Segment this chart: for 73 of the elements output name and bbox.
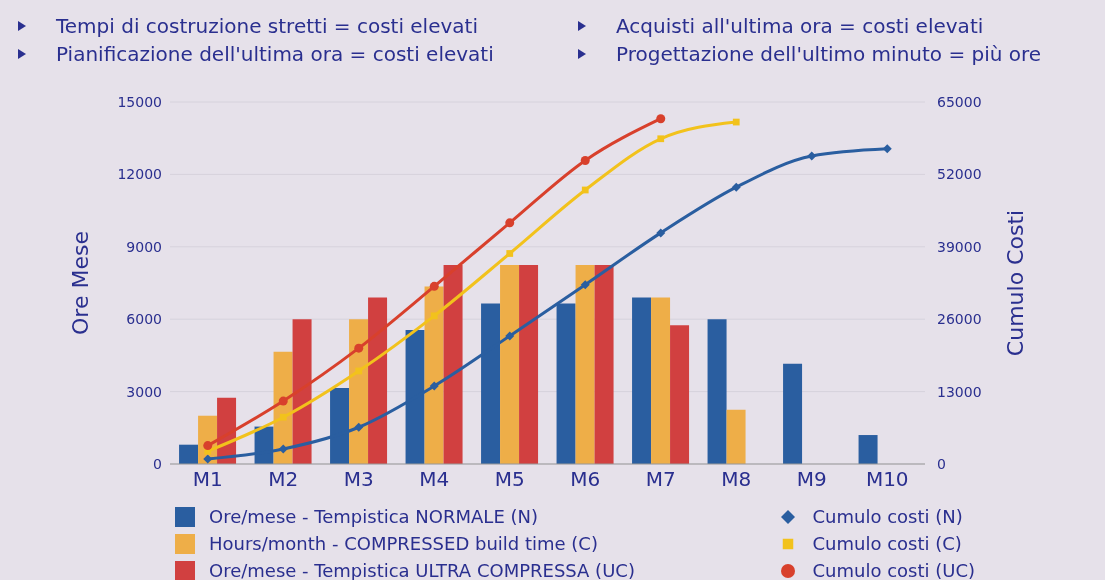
y-tick-label: 0 <box>153 455 162 472</box>
x-tick-label: M3 <box>343 467 374 492</box>
y-tick-label: 9000 <box>126 238 162 255</box>
y-tick-label: 12000 <box>117 166 162 183</box>
point <box>278 396 288 406</box>
bar <box>424 286 444 464</box>
x-tick-label: M10 <box>865 467 909 492</box>
bar <box>858 435 878 464</box>
point <box>354 343 364 353</box>
point <box>355 367 363 375</box>
x-tick-label: M2 <box>268 467 299 492</box>
y2-axis-title: Cumulo Costi <box>1002 209 1028 357</box>
y-tick-label: 15000 <box>117 93 162 110</box>
legend-label: Ore/mese - Tempistica ULTRA COMPRESSA (UC) <box>209 560 635 580</box>
bar <box>670 325 690 464</box>
y-axis-title: Ore Mese <box>67 231 93 335</box>
point <box>506 250 514 257</box>
point <box>354 422 364 432</box>
point <box>580 155 590 165</box>
point <box>656 114 666 124</box>
bar <box>632 297 652 464</box>
bar <box>575 264 595 464</box>
bar <box>500 264 520 464</box>
point <box>581 186 589 194</box>
legend-label: Ore/mese - Tempistica NORMALE (N) <box>209 506 538 527</box>
legend-label: Cumulo costi (N) <box>812 506 963 527</box>
point <box>429 281 439 291</box>
point <box>656 228 666 238</box>
x-tick-label: M1 <box>192 467 223 492</box>
y2-tick-label: 65000 <box>937 93 982 110</box>
point <box>731 182 741 192</box>
bar <box>707 319 727 464</box>
y2-tick-label: 26000 <box>937 311 982 328</box>
point <box>430 312 438 320</box>
bar <box>726 409 746 464</box>
bar <box>519 264 539 464</box>
point <box>882 144 892 154</box>
point <box>505 218 515 228</box>
text: Acquisti all'ultima ora = costi elevati <box>616 14 984 38</box>
text: Pianificazione dell'ultima ora = costi elevati <box>56 42 494 66</box>
bar <box>292 319 312 464</box>
point <box>278 444 288 454</box>
y-tick-label: 3000 <box>126 383 162 400</box>
text: Tempi di costruzione stretti = costi elevati <box>56 14 478 38</box>
y2-tick-label: 13000 <box>937 383 982 400</box>
bar <box>594 264 614 464</box>
x-tick-label: M7 <box>645 467 676 492</box>
y-tick-label: 6000 <box>126 311 162 328</box>
point <box>657 135 665 143</box>
x-tick-label: M5 <box>494 467 525 492</box>
y2-tick-label: 39000 <box>937 238 982 255</box>
bar <box>443 264 463 464</box>
x-tick-label: M9 <box>796 467 827 492</box>
legend-label: Cumulo costi (C) <box>812 533 962 554</box>
point <box>807 151 817 161</box>
y2-tick-label: 52000 <box>937 166 982 183</box>
bar <box>651 297 671 464</box>
point <box>732 118 740 126</box>
bar <box>368 297 388 464</box>
legend-label: Hours/month - COMPRESSED build time (C) <box>209 533 598 554</box>
point <box>203 441 213 451</box>
bar <box>783 363 803 464</box>
point <box>580 280 590 290</box>
x-tick-label: M6 <box>570 467 601 492</box>
point <box>505 331 515 341</box>
x-tick-label: M8 <box>721 467 752 492</box>
point <box>429 381 439 391</box>
bar <box>179 444 199 464</box>
y2-tick-label: 0 <box>937 455 946 472</box>
legend-label: Cumulo costi (UC) <box>812 560 975 580</box>
point <box>279 413 287 421</box>
text: Progettazione dell'ultimo minuto = più ore <box>616 42 1042 66</box>
x-tick-label: M4 <box>419 467 450 492</box>
